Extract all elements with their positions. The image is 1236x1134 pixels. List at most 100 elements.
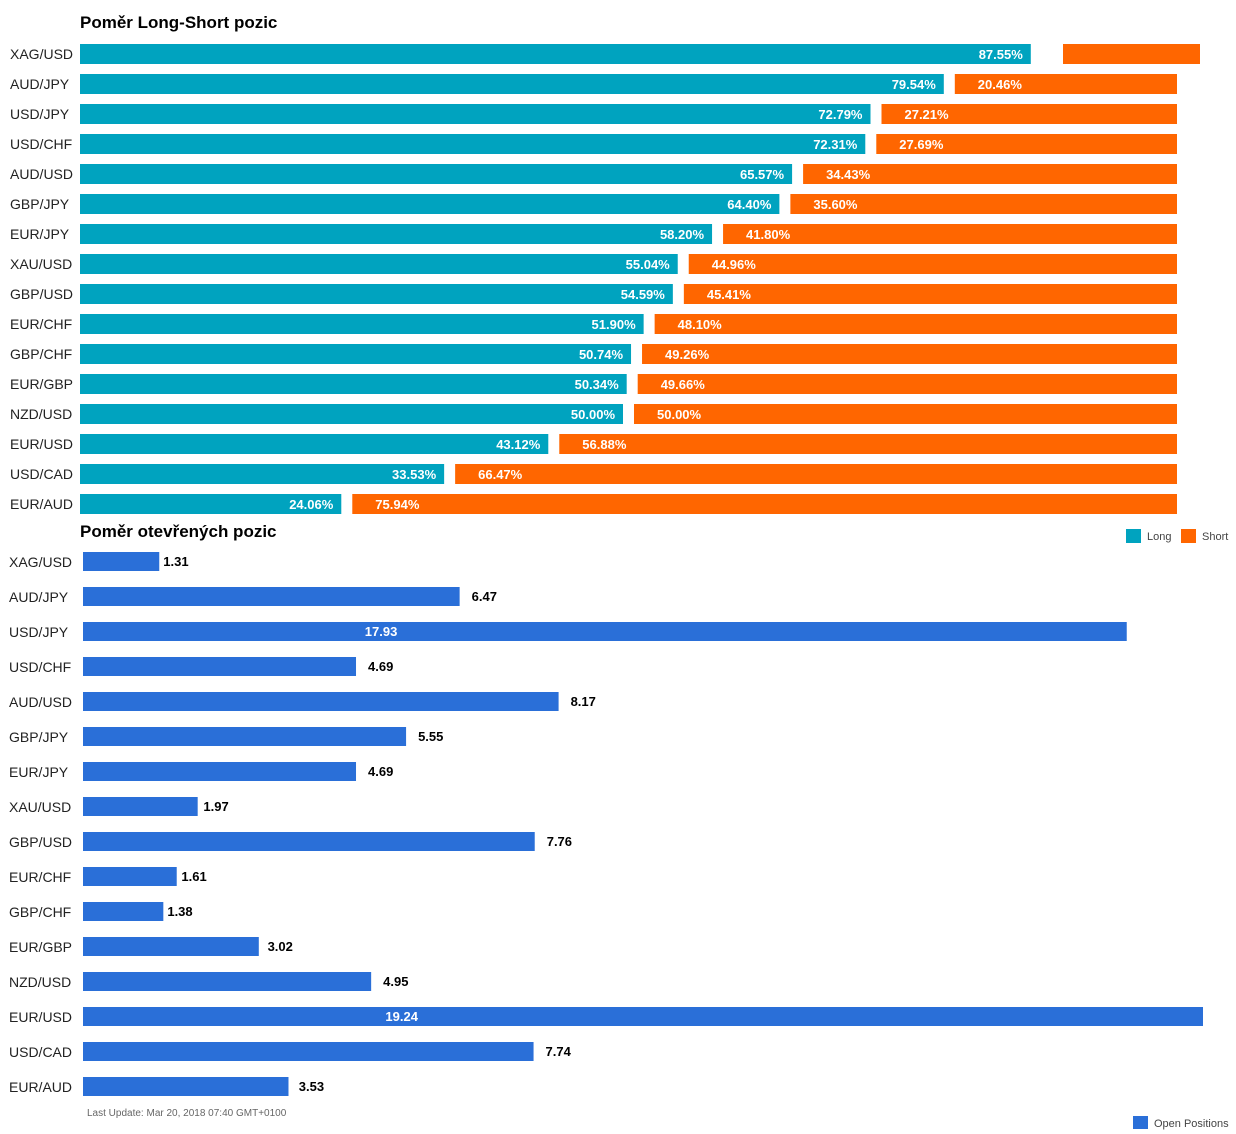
short-value-label: 20.46% (978, 77, 1023, 92)
open-positions-bar (83, 902, 164, 921)
long-value-label: 33.53% (392, 467, 437, 482)
open-positions-value-label: 4.69 (368, 764, 393, 779)
long-value-label: 51.90% (592, 317, 637, 332)
category-label: EUR/AUD (9, 1079, 72, 1095)
long-bar (80, 284, 673, 304)
category-label: XAU/USD (10, 256, 72, 272)
long-short-chart-title: Poměr Long-Short pozic (80, 13, 278, 32)
short-bar (876, 134, 1177, 154)
category-label: XAU/USD (9, 799, 71, 815)
long-bar (80, 134, 866, 154)
short-value-label: 27.21% (904, 107, 949, 122)
long-value-label: 72.79% (818, 107, 863, 122)
long-value-label: 64.40% (727, 197, 772, 212)
open-positions-value-label: 1.61 (181, 869, 206, 884)
short-value-label: 48.10% (678, 317, 723, 332)
open-positions-bar (83, 657, 357, 676)
short-bar (881, 104, 1177, 124)
category-label: AUD/JPY (9, 589, 69, 605)
long-bar (80, 464, 445, 484)
long-bar (80, 74, 944, 94)
long-bar (80, 344, 632, 364)
category-label: GBP/USD (10, 286, 73, 302)
open-positions-value-label: 7.74 (546, 1044, 572, 1059)
long-value-label: 79.54% (892, 77, 937, 92)
legend-short-label: Short (1202, 531, 1228, 543)
category-label: GBP/USD (9, 834, 72, 850)
open-positions-value-label: 19.24 (385, 1009, 418, 1024)
long-bar (80, 224, 713, 244)
category-label: USD/CAD (10, 466, 73, 482)
category-label: EUR/AUD (10, 496, 73, 512)
long-value-label: 58.20% (660, 227, 705, 242)
category-label: GBP/CHF (9, 904, 71, 920)
open-positions-value-label: 4.95 (383, 974, 408, 989)
category-label: USD/CHF (10, 136, 72, 152)
long-bar (80, 404, 623, 424)
open-positions-bar (83, 1007, 1203, 1026)
short-bar (683, 284, 1177, 304)
legend-open-swatch (1133, 1116, 1148, 1129)
long-value-label: 87.55% (979, 47, 1024, 62)
long-value-label: 43.12% (496, 437, 541, 452)
short-value-label: 49.66% (661, 377, 706, 392)
long-value-label: 55.04% (626, 257, 671, 272)
category-label: USD/JPY (9, 624, 69, 640)
category-label: EUR/CHF (9, 869, 71, 885)
open-positions-value-label: 5.55 (418, 729, 443, 744)
open-positions-bar (83, 762, 357, 781)
open-positions-value-label: 8.17 (571, 694, 596, 709)
long-value-label: 24.06% (289, 497, 334, 512)
long-value-label: 65.57% (740, 167, 785, 182)
category-label: EUR/JPY (9, 764, 69, 780)
short-value-label: 44.96% (712, 257, 757, 272)
long-bar (80, 494, 342, 514)
category-label: EUR/CHF (10, 316, 72, 332)
category-label: EUR/JPY (10, 226, 70, 242)
short-value-label: 34.43% (826, 167, 871, 182)
open-positions-value-label: 6.47 (472, 589, 497, 604)
short-bar (1063, 44, 1200, 64)
short-value-label: 49.26% (665, 347, 710, 362)
category-label: NZD/USD (10, 406, 72, 422)
open-positions-bar (83, 972, 372, 991)
open-positions-value-label: 3.02 (268, 939, 293, 954)
open-positions-bar (83, 832, 535, 851)
open-positions-bar (83, 1077, 289, 1096)
short-bar (637, 374, 1177, 394)
category-label: NZD/USD (9, 974, 71, 990)
short-bar (688, 254, 1177, 274)
open-positions-value-label: 1.31 (163, 554, 188, 569)
category-label: GBP/JPY (9, 729, 69, 745)
short-bar (634, 404, 1177, 424)
open-positions-value-label: 1.97 (203, 799, 228, 814)
category-label: GBP/JPY (10, 196, 70, 212)
category-label: EUR/GBP (9, 939, 72, 955)
last-update-text: Last Update: Mar 20, 2018 07:40 GMT+0100 (87, 1108, 287, 1119)
short-bar (723, 224, 1177, 244)
open-positions-value-label: 1.38 (167, 904, 192, 919)
category-label: USD/JPY (10, 106, 70, 122)
category-label: EUR/USD (9, 1009, 72, 1025)
short-bar (654, 314, 1177, 334)
category-label: GBP/CHF (10, 346, 72, 362)
long-bar (80, 164, 793, 184)
long-bar (80, 374, 627, 394)
short-bar (559, 434, 1177, 454)
category-label: USD/CHF (9, 659, 71, 675)
long-value-label: 72.31% (813, 137, 858, 152)
short-bar (954, 74, 1177, 94)
open-positions-bar (83, 937, 259, 956)
long-value-label: 50.34% (575, 377, 620, 392)
open-positions-value-label: 3.53 (299, 1079, 324, 1094)
long-bar (80, 104, 871, 124)
open-positions-bar (83, 1042, 534, 1061)
short-bar (642, 344, 1177, 364)
short-bar (455, 464, 1177, 484)
long-value-label: 50.00% (571, 407, 616, 422)
short-value-label: 35.60% (813, 197, 858, 212)
short-bar (352, 494, 1177, 514)
category-label: XAG/USD (9, 554, 72, 570)
long-bar (80, 434, 549, 454)
